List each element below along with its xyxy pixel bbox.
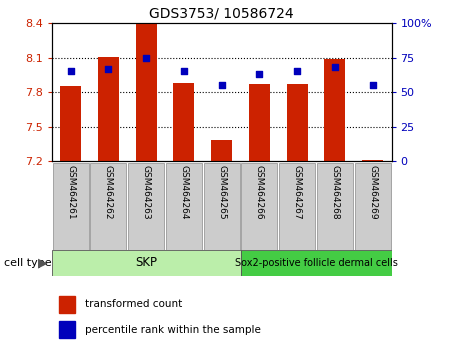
Bar [98, 57, 119, 161]
Point [143, 55, 150, 60]
Point [369, 82, 376, 88]
Point [293, 69, 301, 74]
Point [67, 69, 74, 74]
FancyBboxPatch shape [166, 163, 202, 250]
Text: ▶: ▶ [38, 256, 48, 269]
FancyBboxPatch shape [279, 163, 315, 250]
Text: GSM464267: GSM464267 [292, 165, 302, 220]
Title: GDS3753/ 10586724: GDS3753/ 10586724 [149, 6, 294, 21]
Text: GSM464264: GSM464264 [180, 165, 189, 220]
Bar [174, 84, 194, 161]
Bar [324, 59, 345, 161]
Bar [58, 321, 75, 338]
Text: GSM464262: GSM464262 [104, 165, 113, 220]
Text: GSM464269: GSM464269 [368, 165, 377, 220]
Point [180, 69, 188, 74]
Text: transformed count: transformed count [85, 299, 182, 309]
Text: GSM464261: GSM464261 [66, 165, 75, 220]
Bar [58, 296, 75, 313]
FancyBboxPatch shape [203, 163, 240, 250]
Text: GSM464263: GSM464263 [142, 165, 151, 220]
Point [105, 66, 112, 72]
Bar [60, 86, 81, 161]
Text: percentile rank within the sample: percentile rank within the sample [85, 325, 261, 335]
FancyBboxPatch shape [52, 250, 240, 276]
Bar [136, 24, 157, 161]
Text: Sox2-positive follicle dermal cells: Sox2-positive follicle dermal cells [234, 258, 397, 268]
FancyBboxPatch shape [240, 250, 392, 276]
Point [331, 64, 338, 70]
Bar [211, 141, 232, 161]
FancyBboxPatch shape [53, 163, 89, 250]
FancyBboxPatch shape [128, 163, 164, 250]
Bar [249, 84, 270, 161]
Text: GSM464268: GSM464268 [330, 165, 339, 220]
Text: GSM464265: GSM464265 [217, 165, 226, 220]
Text: GSM464266: GSM464266 [255, 165, 264, 220]
Bar [362, 160, 383, 161]
Point [218, 82, 225, 88]
FancyBboxPatch shape [317, 163, 353, 250]
Text: SKP: SKP [135, 256, 157, 269]
Bar [287, 84, 307, 161]
FancyBboxPatch shape [241, 163, 278, 250]
FancyBboxPatch shape [355, 163, 391, 250]
Point [256, 71, 263, 77]
Text: cell type: cell type [4, 258, 52, 268]
FancyBboxPatch shape [90, 163, 126, 250]
